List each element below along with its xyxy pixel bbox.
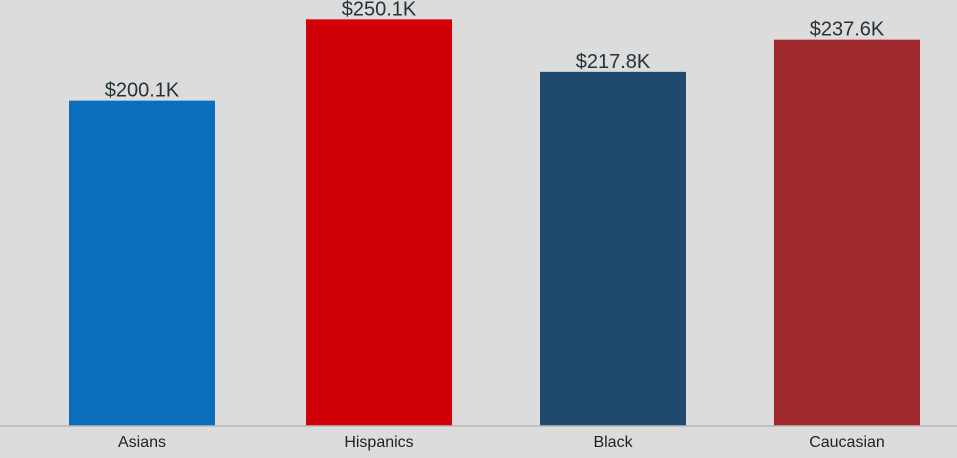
bar-hispanics	[306, 19, 452, 427]
bar-black	[540, 71, 686, 426]
value-label-caucasian: $237.6K	[810, 19, 885, 41]
bar-asians	[69, 100, 215, 426]
bar-caucasian	[774, 39, 920, 427]
value-labels-layer: $200.1K $250.1K $217.8K $237.6K	[105, 0, 885, 102]
value-label-hispanics: $250.1K	[342, 0, 417, 20]
category-label-hispanics: Hispanics	[344, 434, 413, 451]
bars-layer	[69, 19, 920, 427]
value-label-asians: $200.1K	[105, 80, 180, 102]
category-label-black: Black	[593, 434, 633, 451]
category-label-caucasian: Caucasian	[809, 434, 885, 451]
category-labels-layer: Asians Hispanics Black Caucasian	[118, 434, 885, 451]
category-label-asians: Asians	[118, 434, 166, 451]
value-label-black: $217.8K	[576, 51, 651, 73]
